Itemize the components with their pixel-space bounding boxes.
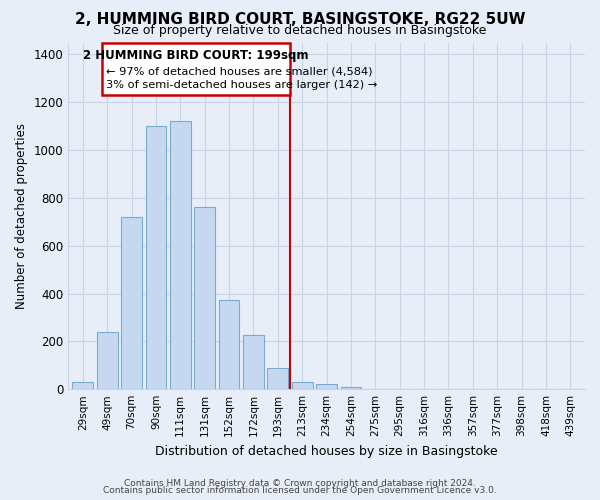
Text: 2 HUMMING BIRD COURT: 199sqm: 2 HUMMING BIRD COURT: 199sqm: [83, 49, 308, 62]
Bar: [146, 126, 166, 389]
Bar: [341, 387, 361, 389]
Bar: [73, 382, 93, 389]
Bar: [243, 336, 264, 389]
Text: Contains public sector information licensed under the Open Government Licence v3: Contains public sector information licen…: [103, 486, 497, 495]
Text: 3% of semi-detached houses are larger (142) →: 3% of semi-detached houses are larger (1…: [106, 80, 377, 90]
Text: Contains HM Land Registry data © Crown copyright and database right 2024.: Contains HM Land Registry data © Crown c…: [124, 478, 476, 488]
Bar: [292, 382, 313, 389]
Text: Size of property relative to detached houses in Basingstoke: Size of property relative to detached ho…: [113, 24, 487, 37]
Text: ← 97% of detached houses are smaller (4,584): ← 97% of detached houses are smaller (4,…: [106, 67, 373, 77]
Bar: [316, 384, 337, 389]
X-axis label: Distribution of detached houses by size in Basingstoke: Distribution of detached houses by size …: [155, 444, 498, 458]
Bar: [219, 300, 239, 389]
Bar: [194, 208, 215, 389]
FancyBboxPatch shape: [102, 42, 290, 95]
Text: 2, HUMMING BIRD COURT, BASINGSTOKE, RG22 5UW: 2, HUMMING BIRD COURT, BASINGSTOKE, RG22…: [75, 12, 525, 28]
Bar: [97, 332, 118, 389]
Bar: [268, 368, 288, 389]
Y-axis label: Number of detached properties: Number of detached properties: [15, 123, 28, 309]
Bar: [170, 122, 191, 389]
Bar: [121, 217, 142, 389]
